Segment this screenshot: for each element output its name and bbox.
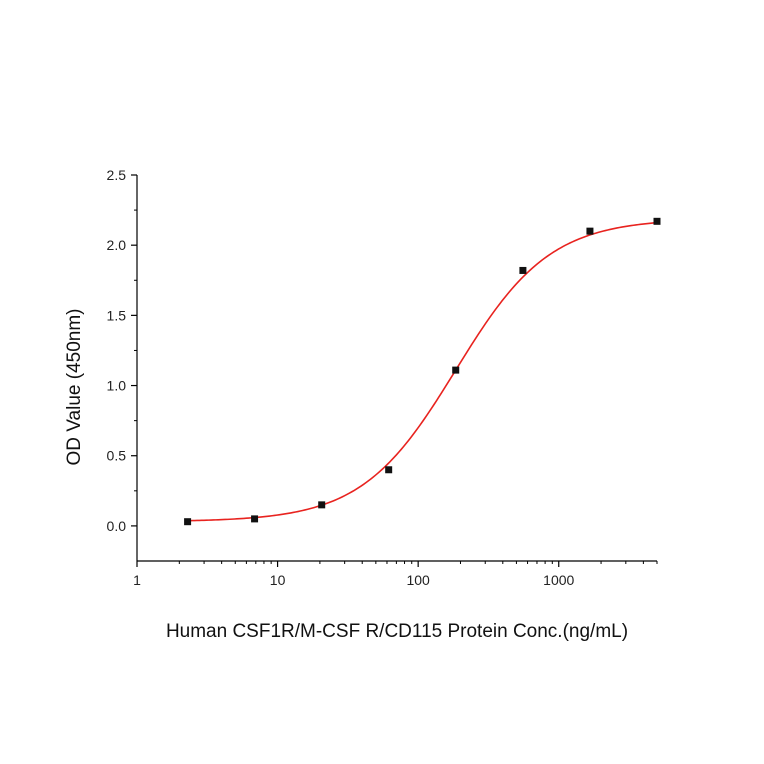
x-axis-title: Human CSF1R/M-CSF R/CD115 Protein Conc.(… [166, 621, 628, 642]
data-point [251, 515, 259, 523]
fit-curve [187, 221, 658, 522]
data-point [653, 217, 661, 225]
data-point [318, 501, 326, 509]
x-tick-label: 1 [133, 572, 141, 588]
y-ticks: 0.0 0.5 1.0 1.5 2.0 2.5 [107, 167, 137, 534]
y-tick-label: 0.0 [107, 518, 127, 534]
y-tick-label: 2.0 [107, 237, 127, 253]
y-tick-label: 0.5 [107, 448, 127, 464]
data-point [519, 266, 527, 274]
data-point [452, 366, 460, 374]
x-tick-label: 1000 [543, 572, 574, 588]
data-point [385, 466, 393, 474]
y-tick-label: 2.5 [107, 167, 127, 183]
data-point [184, 518, 192, 526]
plot-area [136, 175, 657, 562]
x-ticks: 1 10 100 1000 [133, 561, 658, 588]
y-tick-label: 1.0 [107, 378, 127, 394]
y-tick-label: 1.5 [107, 307, 127, 323]
x-tick-label: 100 [406, 572, 430, 588]
data-point [586, 227, 594, 235]
x-tick-label: 10 [270, 572, 286, 588]
y-axis-title: OD Value (450nm) [64, 309, 85, 466]
data-points [184, 217, 661, 526]
